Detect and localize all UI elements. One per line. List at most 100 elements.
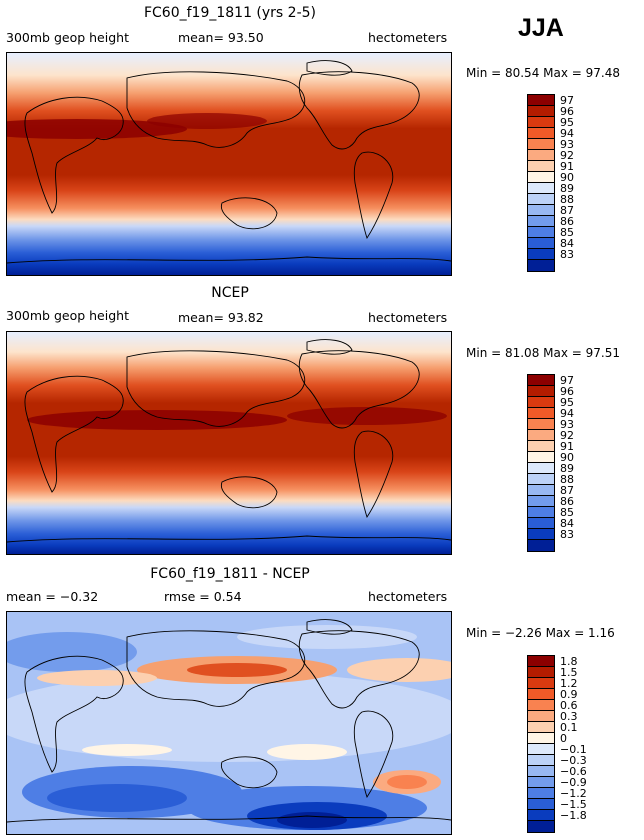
colorbar-swatch: [528, 474, 554, 485]
colorbar-swatch: [528, 540, 554, 551]
colorbar-swatch: [528, 139, 554, 150]
colorbar-swatch: [528, 689, 554, 700]
map-obs-svg: [7, 332, 451, 554]
colorbar-swatch: [528, 95, 554, 106]
colorbar-tick: 0.6: [560, 698, 578, 712]
panel-units-model: hectometers: [368, 30, 448, 45]
colorbar-tick: 90: [560, 170, 574, 184]
colorbar-tick: −0.9: [560, 775, 587, 789]
colorbar-tick: 84: [560, 236, 574, 250]
colorbar-swatch: [528, 249, 554, 260]
colorbar-swatch: [528, 733, 554, 744]
panel-minmax-model: Min = 80.54 Max = 97.48: [466, 66, 620, 80]
map-diff: [6, 611, 452, 835]
colorbar-swatch: [528, 452, 554, 463]
colorbar-tick: 96: [560, 104, 574, 118]
colorbar-tick: 94: [560, 406, 574, 420]
colorbar-tick: 87: [560, 483, 574, 497]
colorbar-tick: 91: [560, 439, 574, 453]
colorbar-swatch: [528, 744, 554, 755]
colorbar-tick: 0.1: [560, 720, 578, 734]
colorbar-tick: 89: [560, 461, 574, 475]
colorbar-tick: −1.5: [560, 797, 587, 811]
panel-units-diff: hectometers: [368, 589, 448, 604]
colorbar-swatch: [528, 227, 554, 238]
colorbar-tick: 93: [560, 417, 574, 431]
colorbar-tick: 0.9: [560, 687, 578, 701]
colorbar-tick: 95: [560, 395, 574, 409]
colorbar-tick: 86: [560, 494, 574, 508]
colorbar-swatch: [528, 172, 554, 183]
colorbar-swatch: [528, 788, 554, 799]
colorbar-swatch: [528, 766, 554, 777]
colorbar-tick: 96: [560, 384, 574, 398]
colorbar-tick: −1.2: [560, 786, 587, 800]
colorbar-swatch: [528, 194, 554, 205]
colorbar-tick: 0.3: [560, 709, 578, 723]
colorbar-tick: 85: [560, 505, 574, 519]
colorbar-tick: 89: [560, 181, 574, 195]
colorbar-tick: 1.5: [560, 665, 578, 679]
colorbar-swatch: [528, 485, 554, 496]
colorbar-swatch: [528, 667, 554, 678]
colorbar-swatch: [528, 397, 554, 408]
colorbar-swatch: [528, 408, 554, 419]
colorbar-tick: 93: [560, 137, 574, 151]
colorbar-tick: 83: [560, 247, 574, 261]
colorbar-swatch: [528, 507, 554, 518]
colorbar-swatch: [528, 161, 554, 172]
colorbar-swatch: [528, 821, 554, 832]
colorbar-tick: 84: [560, 516, 574, 530]
colorbar-tick: −0.1: [560, 742, 587, 756]
colorbar-swatch: [528, 183, 554, 194]
panel-variable-obs: 300mb geop height: [6, 308, 129, 323]
colorbar-tick: −0.6: [560, 764, 587, 778]
panel-units-obs: hectometers: [368, 310, 448, 325]
colorbar-obs: [527, 374, 555, 552]
colorbar-tick: 97: [560, 373, 574, 387]
panel-mean-obs: mean= 93.82: [178, 310, 264, 325]
colorbar-swatch: [528, 799, 554, 810]
colorbar-swatch: [528, 656, 554, 667]
map-diff-svg: [7, 612, 451, 834]
colorbar-tick: 88: [560, 192, 574, 206]
colorbar-swatch: [528, 419, 554, 430]
colorbar-swatch: [528, 117, 554, 128]
panel-rmse-diff: rmse = 0.54: [164, 589, 242, 604]
colorbar-tick: 90: [560, 450, 574, 464]
colorbar-swatch: [528, 518, 554, 529]
colorbar-tick: 94: [560, 126, 574, 140]
colorbar-tick: 95: [560, 115, 574, 129]
season-label: JJA: [518, 14, 564, 42]
colorbar-tick: 1.2: [560, 676, 578, 690]
colorbar-swatch: [528, 216, 554, 227]
colorbar-swatch: [528, 128, 554, 139]
colorbar-swatch: [528, 810, 554, 821]
colorbar-swatch: [528, 260, 554, 271]
colorbar-swatch: [528, 722, 554, 733]
colorbar-swatch: [528, 711, 554, 722]
colorbar-model: [527, 94, 555, 272]
colorbar-tick: 92: [560, 428, 574, 442]
colorbar-tick: 0: [560, 731, 567, 745]
colorbar-swatch: [528, 496, 554, 507]
colorbar-tick: 1.8: [560, 654, 578, 668]
colorbar-diff: [527, 655, 555, 833]
map-model: [6, 52, 452, 276]
colorbar-swatch: [528, 238, 554, 249]
panel-mean-model: mean= 93.50: [178, 30, 264, 45]
panel-minmax-diff: Min = −2.26 Max = 1.16: [466, 626, 615, 640]
colorbar-tick: 87: [560, 203, 574, 217]
colorbar-swatch: [528, 205, 554, 216]
colorbar-swatch: [528, 700, 554, 711]
colorbar-swatch: [528, 463, 554, 474]
colorbar-swatch: [528, 375, 554, 386]
colorbar-swatch: [528, 106, 554, 117]
panel-title-model: FC60_f19_1811 (yrs 2-5): [143, 5, 317, 21]
colorbar-swatch: [528, 678, 554, 689]
map-model-svg: [7, 53, 451, 275]
colorbar-tick: 86: [560, 214, 574, 228]
colorbar-swatch: [528, 777, 554, 788]
colorbar-swatch: [528, 755, 554, 766]
colorbar-tick: 91: [560, 159, 574, 173]
